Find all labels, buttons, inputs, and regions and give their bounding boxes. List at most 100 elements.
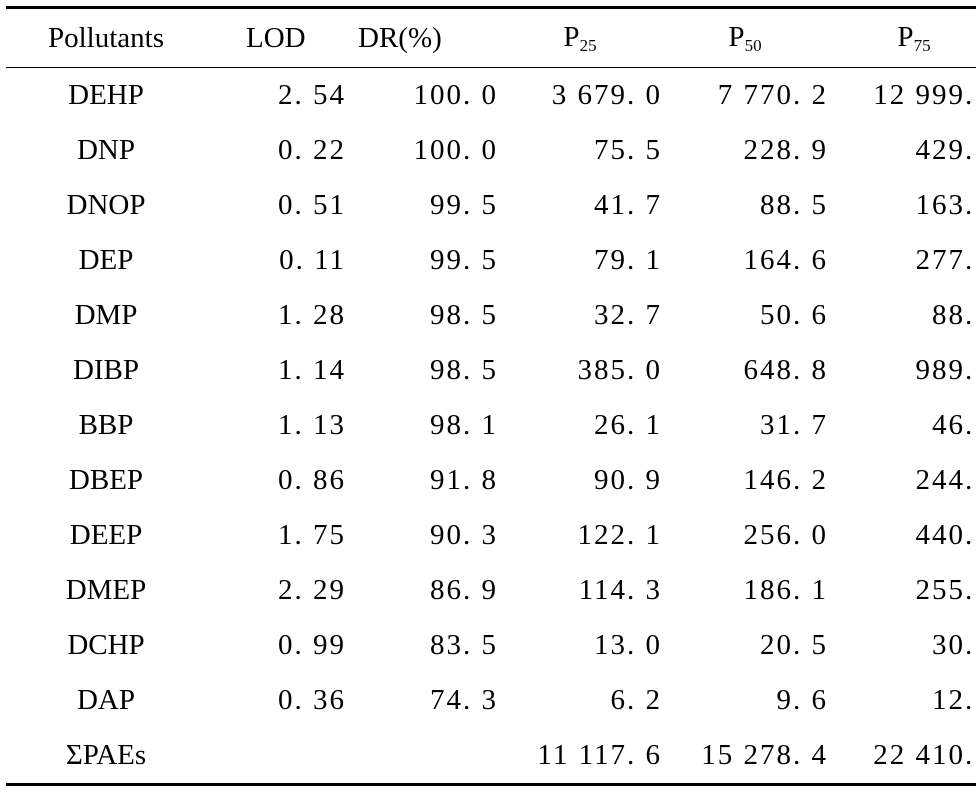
cell-pollutant-name: BBP — [78, 409, 134, 441]
cell-lod: 1. 13 — [278, 409, 346, 441]
cell-pollutant-name: DIBP — [72, 354, 140, 386]
cell-p75: 989. 8 — [915, 354, 976, 386]
cell-p75: 440. 2 — [915, 519, 976, 551]
table-row: BBP 1. 13 98. 1 26. 1 31. 7 46. 2 — [6, 398, 976, 453]
cell-pollutant-name: DNOP — [66, 189, 146, 221]
cell-lod: 2. 29 — [278, 574, 346, 606]
table-row: DCHP 0. 99 83. 5 13. 0 20. 5 30. 8 — [6, 618, 976, 673]
cell-p50: 31. 7 — [760, 409, 828, 441]
cell-p75: 255. 4 — [915, 574, 976, 606]
header-p25-base: P — [563, 20, 580, 53]
table-row: DEHP 2. 54 100. 0 3 679. 0 7 770. 2 12 9… — [6, 68, 976, 124]
header-p75: P75 — [828, 8, 976, 68]
header-pollutants: Pollutants — [47, 21, 164, 54]
cell-p75: 429. 1 — [915, 134, 976, 166]
cell-p25: 122. 1 — [577, 519, 662, 551]
header-p75-base: P — [897, 20, 914, 53]
table-row: DMEP 2. 29 86. 9 114. 3 186. 1 255. 4 — [6, 563, 976, 618]
cell-p75: 88. 4 — [932, 299, 976, 331]
data-table-container: Pollutants LOD DR(%) P25 P50 P75 DEHP 2.… — [6, 6, 976, 786]
cell-p50: 146. 2 — [743, 464, 828, 496]
cell-dr: 98. 5 — [430, 299, 498, 331]
cell-dr: 74. 3 — [430, 684, 498, 716]
cell-p50: 20. 5 — [760, 629, 828, 661]
cell-p75: 22 410. 6 — [873, 739, 976, 771]
cell-p25: 114. 3 — [578, 574, 662, 606]
table-row: DEEP 1. 75 90. 3 122. 1 256. 0 440. 2 — [6, 508, 976, 563]
total-row: ΣPAEs 11 117. 6 15 278. 4 22 410. 6 — [6, 728, 976, 785]
cell-p50: 186. 1 — [743, 574, 828, 606]
header-dr: DR(%) — [358, 21, 442, 54]
cell-p50: 88. 5 — [760, 189, 828, 221]
cell-p50: 256. 0 — [743, 519, 828, 551]
cell-pollutant-name: DEHP — [68, 79, 144, 111]
cell-p25: 3 679. 0 — [551, 79, 662, 111]
cell-p75: 244. 2 — [915, 464, 976, 496]
cell-pollutant-name: DAP — [76, 684, 135, 716]
cell-p25: 26. 1 — [594, 409, 662, 441]
cell-p50: 50. 6 — [760, 299, 828, 331]
cell-lod: 0. 36 — [278, 684, 346, 716]
table-row: DMP 1. 28 98. 5 32. 7 50. 6 88. 4 — [6, 288, 976, 343]
cell-dr: 91. 8 — [430, 464, 498, 496]
table-body: DEHP 2. 54 100. 0 3 679. 0 7 770. 2 12 9… — [6, 68, 976, 785]
cell-p75: 30. 8 — [932, 629, 976, 661]
header-p75-subscript: 75 — [913, 35, 931, 55]
cell-pollutant-name: DMP — [74, 299, 138, 331]
cell-pollutant-name: DEEP — [69, 519, 143, 551]
cell-p75: 12 999. 6 — [873, 79, 976, 111]
table-row: DAP 0. 36 74. 3 6. 2 9. 6 12. 1 — [6, 673, 976, 728]
header-p50-base: P — [728, 20, 745, 53]
cell-lod: 0. 22 — [278, 134, 346, 166]
table-header: Pollutants LOD DR(%) P25 P50 P75 — [6, 7, 976, 68]
cell-pollutant-name: DNP — [76, 134, 135, 166]
cell-lod: 0. 99 — [278, 629, 346, 661]
table-row: DIBP 1. 14 98. 5 385. 0 648. 8 989. 8 — [6, 343, 976, 398]
cell-dr — [346, 728, 498, 785]
cell-lod: 0. 51 — [278, 189, 346, 221]
cell-dr: 90. 3 — [430, 519, 498, 551]
cell-dr: 99. 5 — [430, 189, 498, 221]
cell-lod: 1. 14 — [278, 354, 346, 386]
cell-p25: 32. 7 — [594, 299, 662, 331]
header-p25-subscript: 25 — [579, 35, 597, 55]
cell-lod: 2. 54 — [278, 79, 346, 111]
cell-lod: 1. 28 — [278, 299, 346, 331]
cell-dr: 86. 9 — [430, 574, 498, 606]
table-row: DNOP 0. 51 99. 5 41. 7 88. 5 163. 6 — [6, 178, 976, 233]
cell-total-label: ΣPAEs — [65, 739, 147, 771]
cell-dr: 100. 0 — [413, 134, 498, 166]
cell-p25: 75. 5 — [594, 134, 662, 166]
cell-p25: 79. 1 — [594, 244, 662, 276]
cell-p25: 11 117. 6 — [537, 739, 662, 771]
header-p50-subscript: 50 — [744, 35, 762, 55]
table-row: DNP 0. 22 100. 0 75. 5 228. 9 429. 1 — [6, 123, 976, 178]
cell-p75: 163. 6 — [915, 189, 976, 221]
pollutants-table: Pollutants LOD DR(%) P25 P50 P75 DEHP 2.… — [6, 6, 976, 786]
cell-lod: 0. 86 — [278, 464, 346, 496]
cell-p75: 277. 1 — [915, 244, 976, 276]
cell-pollutant-name: DEP — [78, 244, 134, 276]
cell-p25: 90. 9 — [594, 464, 662, 496]
cell-lod: 1. 75 — [278, 519, 346, 551]
cell-p50: 648. 8 — [743, 354, 828, 386]
cell-dr: 98. 5 — [430, 354, 498, 386]
cell-dr: 100. 0 — [413, 79, 498, 111]
header-p50: P50 — [662, 8, 828, 68]
cell-pollutant-name: DBEP — [68, 464, 144, 496]
cell-p25: 385. 0 — [577, 354, 662, 386]
table-row: DEP 0. 11 99. 5 79. 1 164. 6 277. 1 — [6, 233, 976, 288]
cell-p25: 6. 2 — [610, 684, 662, 716]
header-p25: P25 — [498, 8, 662, 68]
cell-p25: 41. 7 — [594, 189, 662, 221]
cell-p50: 7 770. 2 — [717, 79, 828, 111]
cell-pollutant-name: DCHP — [67, 629, 145, 661]
cell-dr: 98. 1 — [430, 409, 498, 441]
cell-p50: 228. 9 — [743, 134, 828, 166]
cell-p75: 12. 1 — [932, 684, 976, 716]
header-row: Pollutants LOD DR(%) P25 P50 P75 — [6, 7, 976, 68]
cell-lod: 0. 11 — [279, 244, 346, 276]
cell-p25: 13. 0 — [594, 629, 662, 661]
cell-p50: 15 278. 4 — [701, 739, 828, 771]
cell-dr: 83. 5 — [430, 629, 498, 661]
